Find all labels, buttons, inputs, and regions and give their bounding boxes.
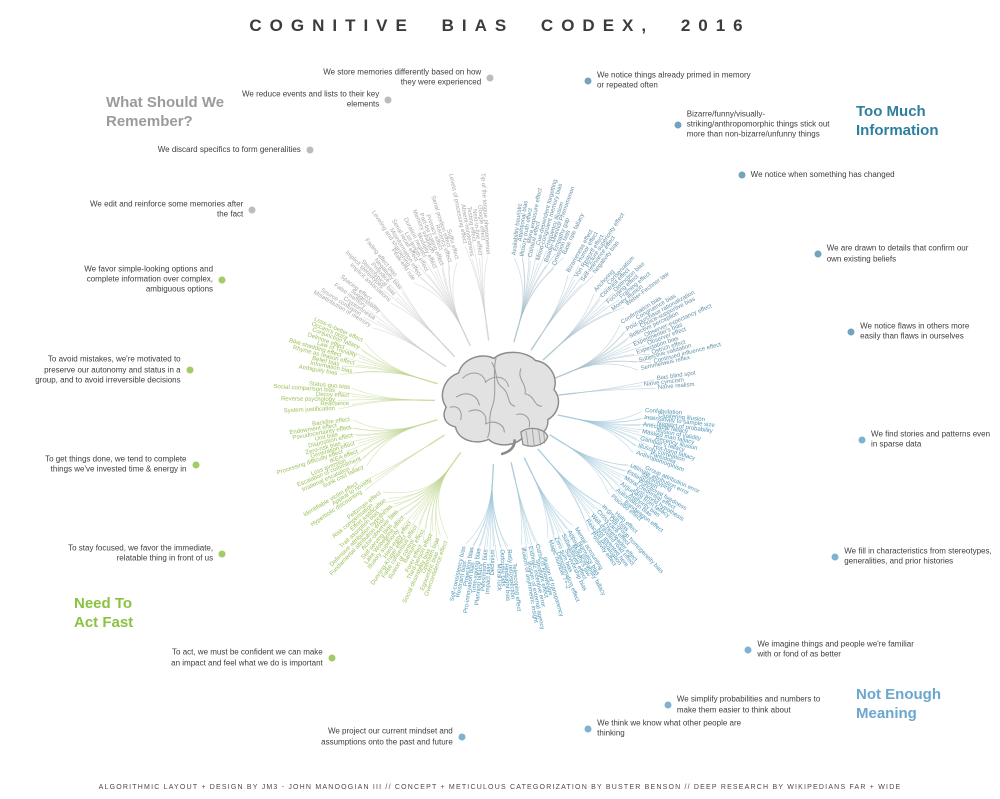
quadrant-label-what-should-we-remember: What Should We Remember? — [106, 94, 225, 130]
group-annotation-dot — [744, 646, 752, 654]
group-annotation: We edit and reinforce some memories afte… — [90, 199, 244, 220]
group-annotation: We fill in characteristics from stereoty… — [844, 546, 992, 566]
group-annotation-dot — [218, 550, 226, 558]
group-annotation-dot — [218, 276, 226, 284]
group-annotation-dot — [306, 146, 314, 154]
group-annotation: We imagine things and people we're famil… — [757, 639, 914, 659]
group-annotation-dot — [674, 121, 682, 129]
group-annotation: We favor simple-looking options and comp… — [84, 263, 214, 294]
group-annotation-dot — [192, 461, 199, 469]
group-annotation: We store memories differently based on h… — [323, 67, 482, 88]
group-annotation: We think we know what other people are t… — [597, 718, 742, 738]
group-annotation: We are drawn to details that confirm our… — [826, 244, 969, 264]
group-annotation-dot — [584, 725, 592, 732]
group-annotation-dot — [458, 733, 466, 741]
group-annotation: We notice things already primed in memor… — [596, 70, 751, 90]
group-annotation-dot — [738, 171, 746, 179]
group-annotation: To act, we must be confident we can make… — [171, 647, 323, 668]
group-annotation-dot — [186, 366, 194, 374]
group-annotation-dot — [486, 74, 494, 82]
group-annotation: We project our current mindset and assum… — [321, 726, 453, 747]
group-annotation: We simplify probabilities and numbers to… — [676, 694, 821, 715]
group-annotation-dot — [248, 206, 256, 214]
quadrant-label-need-to-act-fast: Need To Act Fast — [74, 595, 134, 631]
quadrant-label-not-enough-meaning: Not Enough Meaning — [856, 686, 941, 722]
group-annotation: We find stories and patterns even in spa… — [871, 429, 991, 449]
group-annotation-dot — [814, 250, 822, 258]
group-annotation-dot — [831, 553, 839, 561]
group-annotation: Bizarre/funny/visually-striking/anthropo… — [686, 109, 830, 139]
footer-credit: ALGORITHMIC LAYOUT + DESIGN BY JM3 - JOH… — [98, 784, 902, 791]
group-annotation: We discard specifics to form generalitie… — [157, 144, 301, 154]
group-annotation: We notice when something has changed — [750, 169, 895, 179]
quadrant-label-too-much-information: Too Much Information — [856, 103, 939, 139]
group-annotation-dot — [584, 77, 592, 85]
group-annotation: We notice flaws in others more easily th… — [860, 321, 970, 341]
group-annotation-dot — [328, 654, 336, 662]
group-annotation-dot — [858, 436, 866, 444]
group-annotation-dot — [664, 701, 672, 709]
brain-icon — [433, 347, 561, 457]
group-annotation-dot — [384, 96, 392, 104]
group-annotation-dot — [847, 328, 855, 336]
group-annotation: To stay focused, we favor the immediate,… — [68, 543, 214, 563]
diagram-title: COGNITIVE BIAS CODEX, 2016 — [249, 16, 751, 35]
group-annotation: We reduce events and lists to their key … — [241, 89, 380, 109]
group-annotation: To avoid mistakes, we're motivated to pr… — [35, 354, 181, 385]
group-annotation: To get things done, we tend to complete … — [45, 454, 187, 474]
